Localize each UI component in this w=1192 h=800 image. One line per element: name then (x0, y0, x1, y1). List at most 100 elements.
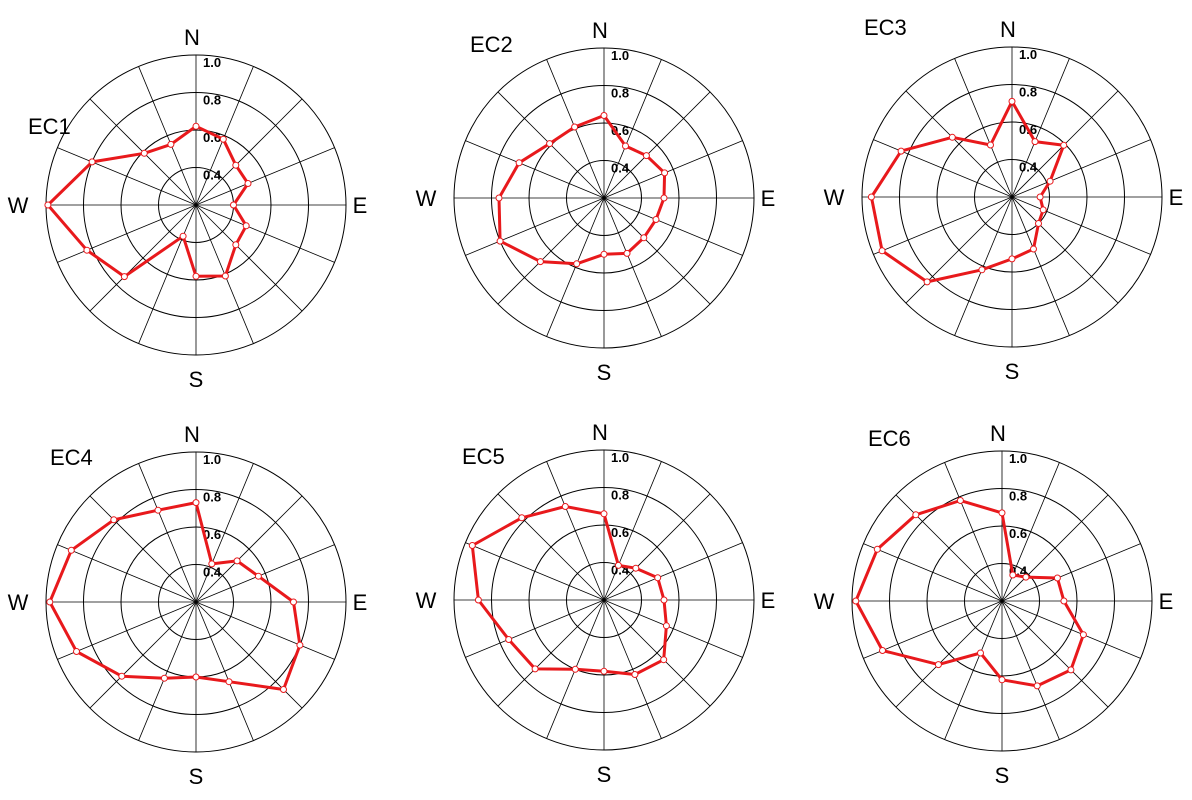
grid-spoke (944, 462, 1003, 602)
data-point (505, 636, 513, 643)
direction-label-w: W (8, 193, 29, 218)
data-point (660, 656, 668, 664)
data-point (1008, 255, 1016, 263)
grid-spoke (1011, 196, 1151, 255)
data-point (660, 596, 668, 604)
data-point (118, 672, 126, 680)
grid-spoke (195, 147, 335, 206)
data-point (1053, 574, 1061, 582)
ring-tick-label: 0.8 (1019, 85, 1037, 100)
data-point (1009, 571, 1017, 579)
data-point (1067, 666, 1075, 674)
grid-spoke (905, 196, 1013, 304)
ring-tick-label: 1.0 (203, 452, 221, 467)
ring-tick-label: 0.8 (611, 86, 629, 101)
data-point (167, 140, 175, 148)
data-point (44, 201, 52, 209)
data-point (83, 246, 91, 254)
data-point (518, 514, 526, 522)
data-point (474, 596, 482, 604)
data-point (1039, 206, 1047, 214)
grid-spoke (195, 495, 303, 603)
grid-spoke (603, 493, 711, 601)
radar-chart-4: 0.4 0.6 0.8 1.0N E S W EC4 (8, 422, 368, 789)
series-line (48, 501, 302, 691)
direction-label-w: W (814, 589, 835, 614)
data-point (67, 546, 75, 554)
grid-spoke (1001, 494, 1109, 602)
grid-spoke (603, 461, 662, 601)
grid-spoke (195, 601, 303, 709)
data-point (1022, 573, 1030, 581)
direction-label-e: E (353, 193, 368, 218)
data-point (242, 222, 250, 230)
grid-spoke (1001, 600, 1141, 659)
ring-tick-label: 0.6 (611, 525, 629, 540)
grid-spoke (195, 98, 303, 206)
data-point (571, 123, 579, 131)
grid-spoke (863, 543, 1003, 602)
data-point (221, 272, 229, 280)
chart-title: EC4 (50, 445, 93, 470)
chart-title: EC2 (470, 32, 513, 57)
data-point (531, 665, 539, 673)
data-point (160, 674, 168, 682)
data-point (1060, 141, 1068, 149)
grid-spoke (89, 495, 197, 603)
direction-label-e: E (1159, 589, 1174, 614)
data-point (219, 135, 227, 143)
ring-tick-label: 0.8 (203, 490, 221, 505)
data-point (998, 676, 1006, 684)
data-point (232, 241, 240, 249)
chart-title: EC6 (868, 426, 911, 451)
grid-spoke (57, 204, 197, 263)
direction-label-n: N (592, 18, 608, 43)
ring-tick-label: 1.0 (611, 450, 629, 465)
grid-spoke (546, 197, 605, 337)
data-point (1035, 220, 1042, 227)
data-point (154, 506, 162, 514)
grid-spoke (1011, 139, 1151, 198)
grid-spoke (1001, 600, 1060, 740)
ring-tick-label: 0.6 (203, 527, 221, 542)
data-point (934, 661, 942, 669)
direction-label-w: W (824, 185, 845, 210)
grid-spoke (944, 600, 1003, 740)
data-point (495, 194, 503, 202)
grid-spoke (89, 601, 197, 709)
data-point (120, 273, 128, 281)
ring-tick-label: 0.4 (203, 565, 222, 580)
grid-spoke (465, 140, 605, 199)
grid-spoke (138, 66, 197, 206)
data-point (897, 147, 905, 155)
data-point (515, 159, 523, 167)
grid-spoke (603, 599, 711, 707)
data-point (977, 649, 984, 657)
data-point (1046, 177, 1054, 185)
ring-tick-label: 0.6 (1009, 526, 1027, 541)
grid-spoke (57, 544, 197, 603)
grid-spoke (954, 196, 1013, 336)
grid-spoke (603, 542, 743, 601)
grid-spoke (905, 90, 1013, 198)
data-point (642, 152, 650, 160)
data-point (978, 266, 986, 274)
data-point (1079, 631, 1087, 639)
data-point (561, 503, 569, 510)
data-point (1060, 597, 1068, 605)
ring-tick-label: 0.4 (1019, 160, 1038, 175)
grid-spoke (603, 91, 711, 199)
grid-spoke (195, 204, 303, 312)
direction-label-n: N (1000, 17, 1016, 42)
ring-tick-label: 0.4 (611, 161, 630, 176)
grid-spoke (497, 599, 605, 707)
grid-spoke (465, 197, 605, 256)
data-point (600, 112, 608, 119)
ring-tick-label: 1.0 (1019, 47, 1037, 62)
ring-tick-label: 0.8 (611, 488, 629, 503)
grid-spoke (603, 599, 662, 739)
data-point (290, 598, 297, 606)
data-point (631, 671, 639, 678)
